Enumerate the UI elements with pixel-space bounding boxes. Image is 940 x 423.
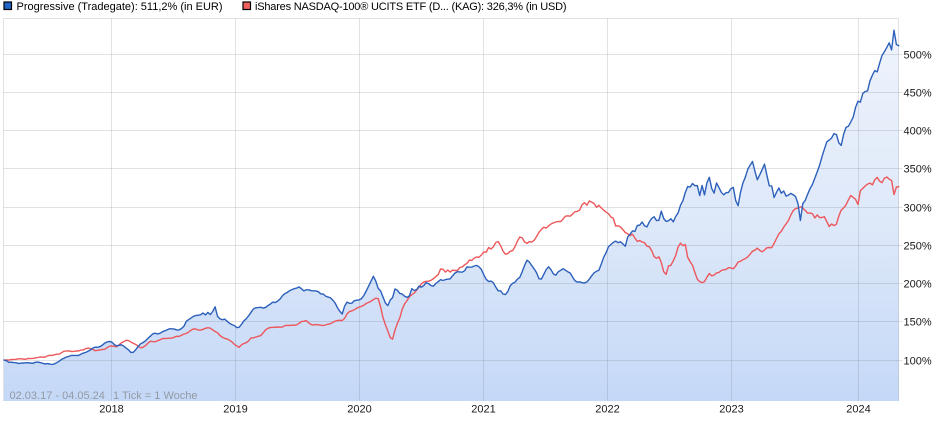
svg-text:250%: 250% xyxy=(904,241,932,253)
svg-text:200%: 200% xyxy=(904,279,932,291)
svg-text:450%: 450% xyxy=(904,88,932,100)
svg-text:400%: 400% xyxy=(904,126,932,138)
svg-text:100%: 100% xyxy=(904,356,932,368)
svg-text:2022: 2022 xyxy=(595,404,619,416)
svg-text:2021: 2021 xyxy=(471,404,495,416)
svg-text:150%: 150% xyxy=(904,317,932,329)
svg-text:2019: 2019 xyxy=(223,404,247,416)
svg-text:2020: 2020 xyxy=(347,404,371,416)
svg-text:iShares NASDAQ-100® UCITS ETF: iShares NASDAQ-100® UCITS ETF (D... (KAG… xyxy=(255,1,566,13)
svg-text:2024: 2024 xyxy=(846,404,870,416)
svg-text:300%: 300% xyxy=(904,203,932,215)
svg-text:350%: 350% xyxy=(904,164,932,176)
svg-text:Progressive (Tradegate): 511,2: Progressive (Tradegate): 511,2% (in EUR) xyxy=(17,1,223,13)
svg-text:02.03.17 - 04.05.24: 02.03.17 - 04.05.24 xyxy=(10,390,105,402)
svg-text:2023: 2023 xyxy=(719,404,743,416)
svg-text:2018: 2018 xyxy=(99,404,123,416)
svg-text:500%: 500% xyxy=(904,50,932,62)
svg-text:1 Tick = 1 Woche: 1 Tick = 1 Woche xyxy=(113,390,197,402)
